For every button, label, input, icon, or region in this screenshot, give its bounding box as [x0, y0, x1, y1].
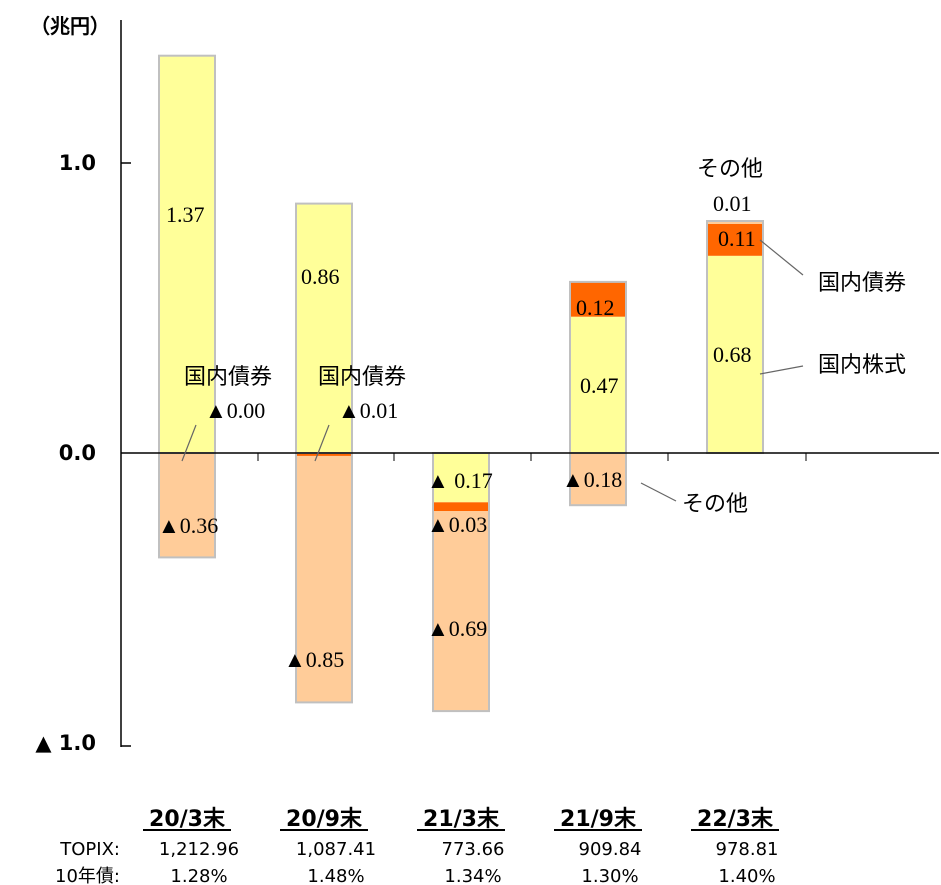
leader-line-2: [640, 482, 677, 502]
data-label-4-0: 0.68: [713, 342, 752, 367]
table-cell-1-3: 1.30%: [581, 866, 638, 885]
bar-22/3末-国内債券: [707, 223, 763, 256]
bar-21/9末-その他: [570, 453, 626, 506]
annotation-0: 国内債券: [184, 364, 272, 389]
data-label-3-2: ▲0.18: [562, 467, 622, 492]
data-label-1-1: ▲0.01: [338, 398, 398, 423]
table-cell-0-2: 773.66: [442, 839, 505, 860]
data-label-0-2: ▲0.36: [158, 513, 218, 538]
data-label-2-1: ▲0.03: [427, 512, 487, 537]
data-label-0-0: 1.37: [166, 202, 205, 227]
bar-21/3末-国内債券: [433, 502, 489, 511]
bottom-table: 20/3末 20/9末 21/3末 21/9末 22/3末 TOPIX: 1,212.96 1…: [55, 807, 779, 885]
annotation-2: その他: [682, 491, 748, 516]
data-label-3-0: 0.47: [580, 373, 619, 398]
y-tick-label-1: 0.0: [59, 441, 96, 465]
leader-line-1: [314, 424, 330, 462]
table-cell-0-0: 1,212.96: [159, 839, 239, 860]
x-category-label-4: 22/3末: [697, 807, 774, 832]
x-category-label-2: 21/3末: [423, 807, 500, 832]
data-label-2-2: ▲0.69: [427, 616, 487, 641]
data-labels: 1.37 ▲0.00 ▲0.36 0.86 ▲0.01 ▲0.85 ▲ 0.17 ▲0.03 ▲…: [158, 191, 756, 672]
data-label-3-1: 0.12: [576, 295, 615, 320]
leader-line-3: [759, 239, 804, 276]
data-label-2-0: ▲ 0.17: [427, 468, 493, 493]
table-cell-0-4: 978.81: [716, 839, 779, 860]
bar-20/9末-その他: [296, 455, 352, 703]
axes-layer: （兆円）: [30, 14, 939, 747]
leader-line-0: [181, 424, 197, 462]
bar-21/3末-その他: [433, 511, 489, 712]
y-tick-labels: 1.0 0.0 ▲ 1.0: [35, 151, 96, 755]
bar-22/3末-国内株式: [707, 255, 763, 453]
annotation-1: 国内債券: [318, 364, 406, 389]
table-row-label-0: TOPIX:: [59, 839, 120, 860]
table-cell-1-1: 1.48%: [307, 866, 364, 885]
table-row-label-1: 10年債:: [55, 866, 120, 885]
bars-layer: [158, 54, 807, 713]
table-cell-1-4: 1.40%: [718, 866, 775, 885]
x-category-label-0: 20/3末: [149, 807, 226, 832]
data-label-0-1: ▲0.00: [205, 398, 265, 423]
table-cell-0-1: 1,087.41: [296, 839, 376, 860]
data-label-1-0: 0.86: [301, 264, 340, 289]
bar-20/9末-国内株式: [296, 203, 352, 453]
table-cell-1-0: 1.28%: [170, 866, 227, 885]
bar-20/3末-その他: [159, 453, 215, 558]
leader-line-4: [759, 365, 804, 375]
bar-20/9末-国内債券: [296, 453, 352, 456]
y-tick-label-2: ▲ 1.0: [35, 731, 96, 755]
annotation-4: 国内株式: [818, 352, 906, 377]
bar-22/3末-その他: [707, 221, 763, 224]
bar-21/9末-国内株式: [570, 316, 626, 453]
table-cell-0-3: 909.84: [579, 839, 642, 860]
x-category-label-1: 20/9末: [286, 807, 363, 832]
y-tick-label-0: 1.0: [59, 151, 96, 175]
data-label-4-1: 0.11: [718, 226, 756, 251]
bar-20/3末-国内株式: [159, 55, 215, 453]
annotation-5: その他: [697, 156, 763, 181]
bar-21/9末-国内債券: [570, 281, 626, 317]
annotation-leaders: [181, 239, 804, 502]
unit-label: （兆円）: [30, 14, 110, 38]
annotation-3: 国内債券: [818, 270, 906, 295]
data-label-1-2: ▲0.85: [284, 647, 344, 672]
table-cell-1-2: 1.34%: [444, 866, 501, 885]
bar-21/3末-国内株式: [433, 453, 489, 503]
data-label-4-2: 0.01: [713, 191, 752, 216]
x-category-label-3: 21/9末: [560, 807, 637, 832]
